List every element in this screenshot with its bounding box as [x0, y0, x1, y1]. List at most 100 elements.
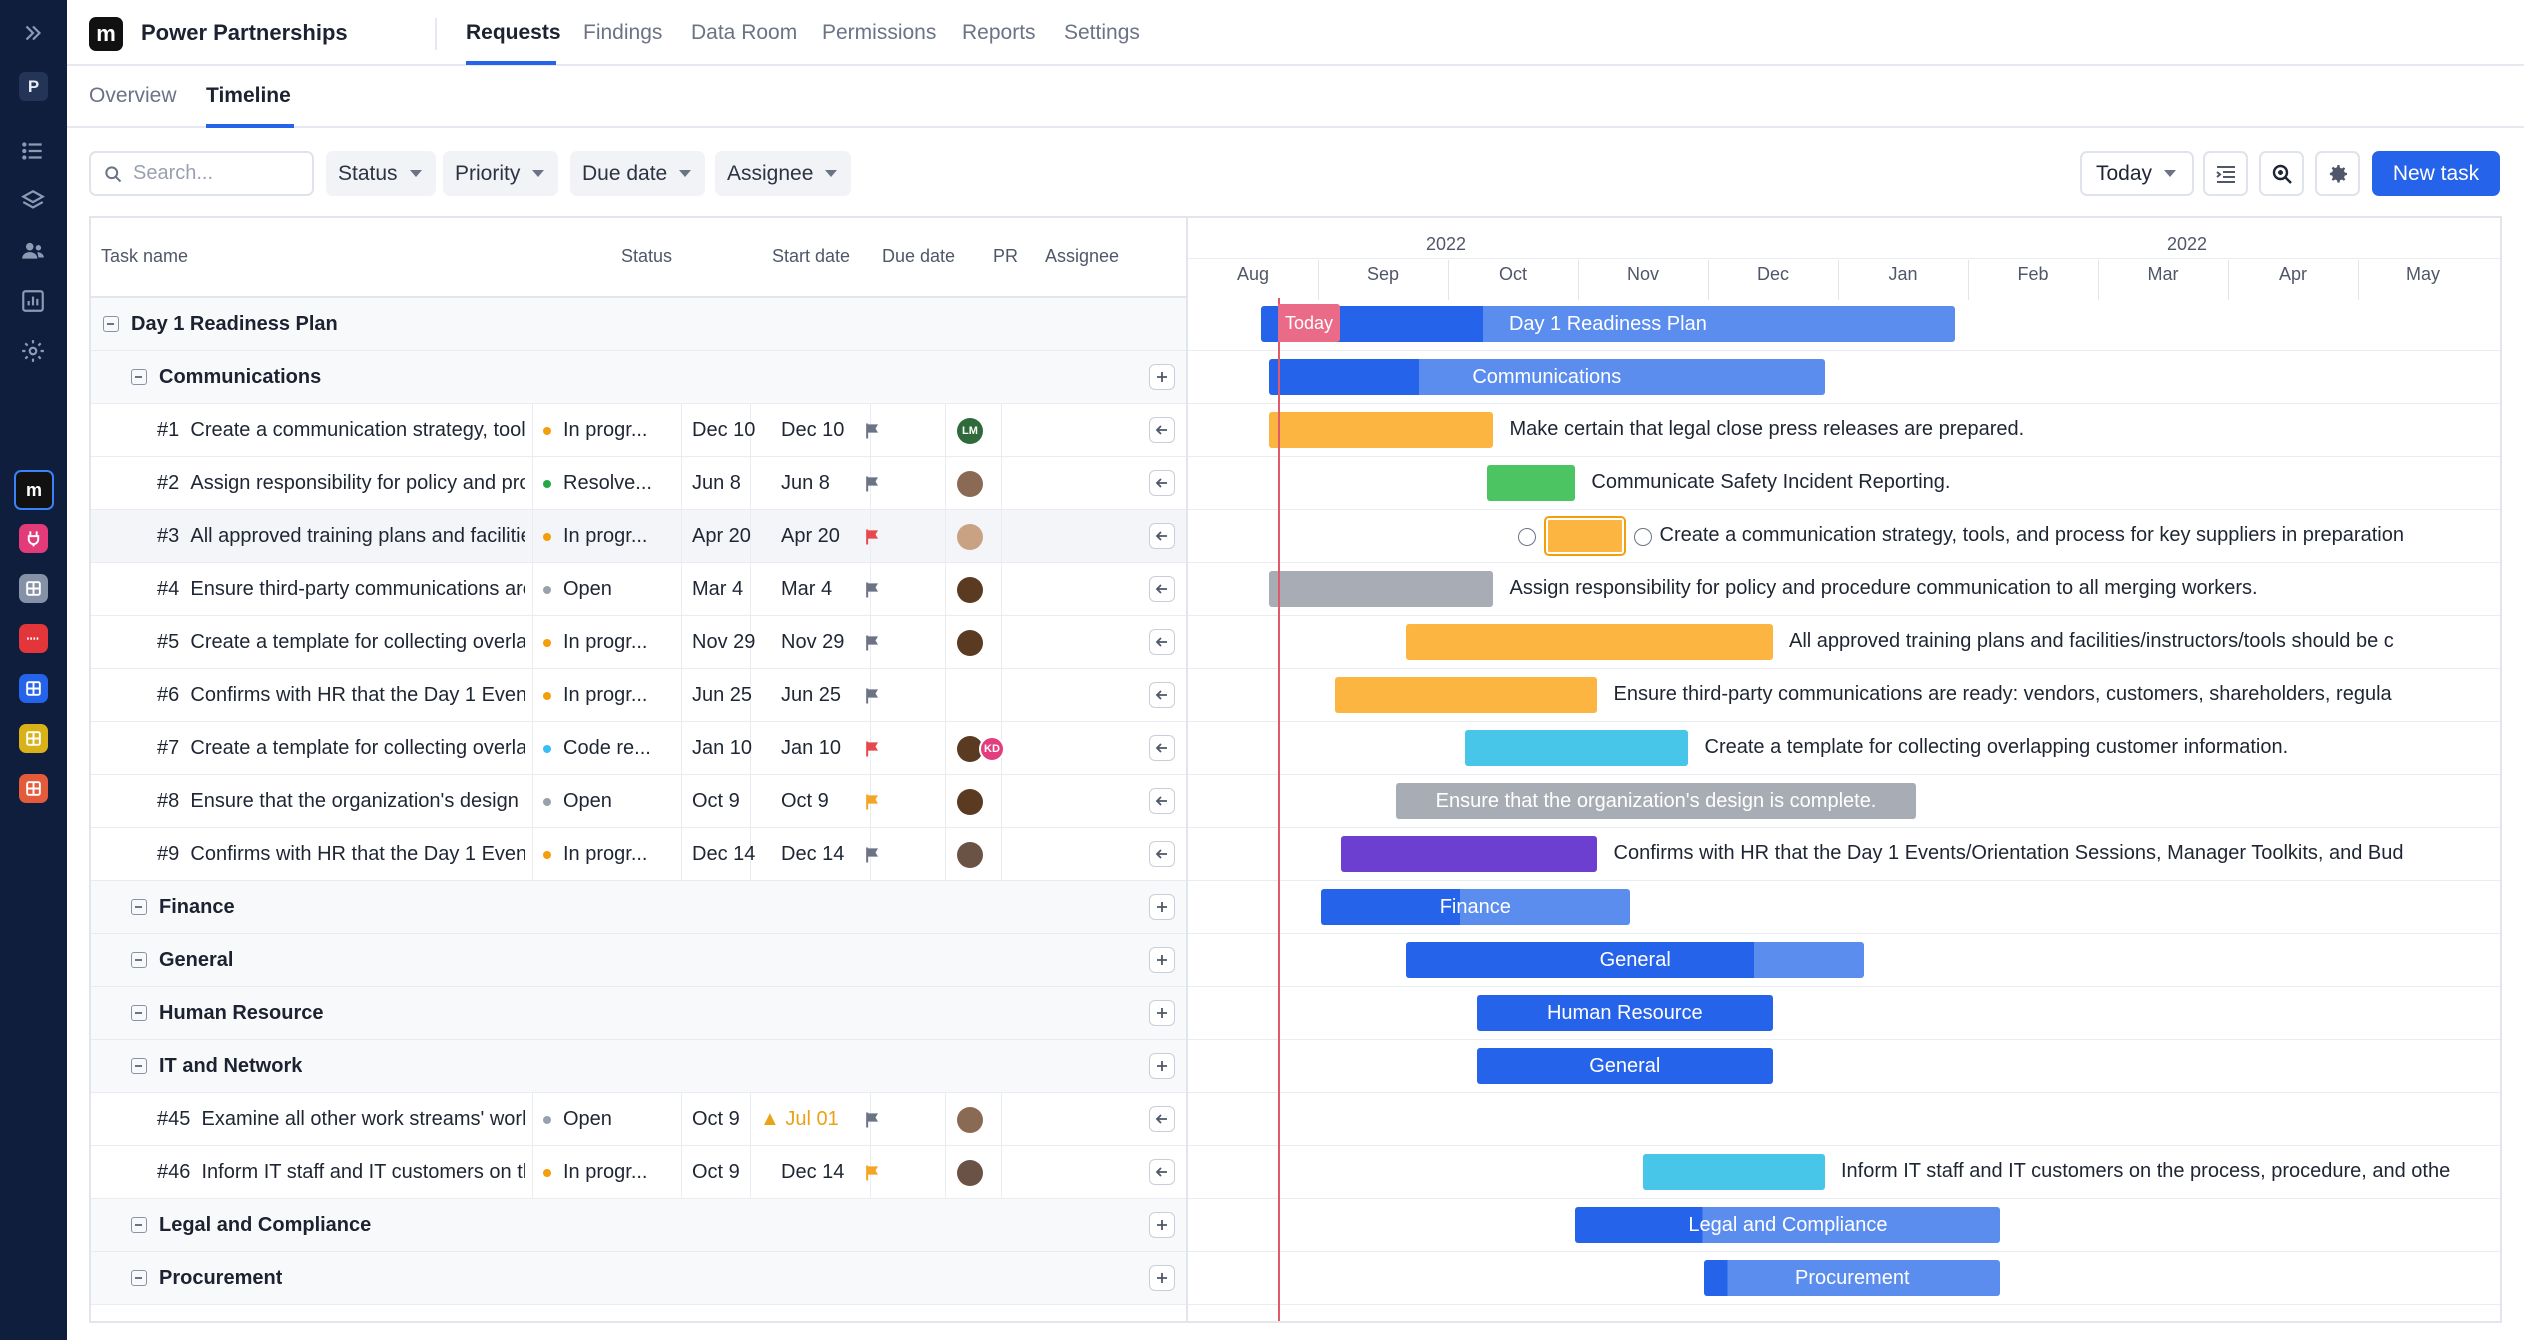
layers-icon[interactable] [16, 184, 50, 218]
task-row[interactable]: #9 Confirms with HR that the Day 1 Event… [91, 828, 1186, 881]
task-name[interactable]: Ensure third-party communications are re… [190, 578, 525, 600]
priority-flag-icon[interactable] [863, 421, 883, 441]
app-switch-blue-icon[interactable] [19, 674, 48, 703]
status-label[interactable]: In progr... [563, 631, 648, 653]
priority-flag-icon[interactable] [863, 1110, 883, 1130]
gantt-bar[interactable]: General [1406, 942, 1864, 978]
gantt-bar[interactable] [1334, 677, 1598, 713]
group-row[interactable]: Finance [91, 881, 1186, 934]
add-task-button[interactable] [1149, 947, 1175, 973]
assignee-avatar[interactable] [957, 470, 983, 497]
add-task-button[interactable] [1149, 1053, 1175, 1079]
workspace-avatar[interactable]: P [19, 72, 48, 101]
tab-requests[interactable]: Requests [466, 21, 561, 44]
col-status[interactable]: Status [621, 246, 673, 266]
task-row[interactable]: #1 Create a communication strategy, tool… [91, 404, 1186, 457]
tab-overview[interactable]: Overview [89, 84, 177, 107]
status-label[interactable]: In progr... [563, 1161, 648, 1183]
task-name[interactable]: Confirms with HR that the Day 1 Events/O… [190, 684, 525, 706]
gantt-bar[interactable] [1643, 1154, 1825, 1190]
due-date[interactable]: Dec 14 [781, 1161, 845, 1183]
zoom-button[interactable] [2259, 151, 2304, 196]
collapse-toggle-icon[interactable] [131, 1058, 147, 1074]
collapse-toggle-icon[interactable] [131, 1217, 147, 1233]
start-date[interactable]: Oct 9 [692, 1161, 740, 1183]
task-name[interactable]: Ensure that the organization's design is… [190, 790, 525, 812]
priority-flag-icon[interactable] [863, 633, 883, 653]
status-label[interactable]: Open [563, 1108, 612, 1130]
add-task-button[interactable] [1149, 894, 1175, 920]
assignee-avatar[interactable] [957, 1159, 983, 1186]
add-task-button[interactable] [1149, 364, 1175, 390]
assignee-avatar[interactable] [957, 735, 983, 762]
task-row[interactable]: #3 All approved training plans and facil… [91, 510, 1186, 563]
add-task-button[interactable] [1149, 1265, 1175, 1291]
start-date[interactable]: Jun 25 [692, 684, 753, 706]
assignee-avatar[interactable] [957, 1106, 983, 1133]
add-task-button[interactable] [1149, 1000, 1175, 1026]
collapse-toggle-icon[interactable] [131, 952, 147, 968]
gantt-bar[interactable]: Legal and Compliance [1575, 1207, 2001, 1243]
col-due-date[interactable]: Due date [882, 246, 956, 266]
tab-permissions[interactable]: Permissions [822, 21, 937, 44]
gantt-bar[interactable]: Finance [1320, 889, 1630, 925]
due-date[interactable]: Dec 10 [781, 419, 845, 441]
tab-timeline[interactable]: Timeline [206, 84, 291, 107]
task-row[interactable]: #45 Examine all other work streams' work… [91, 1093, 1186, 1146]
assignee-avatar[interactable] [957, 576, 983, 603]
group-row[interactable]: Day 1 Readiness Plan [91, 298, 1186, 351]
filter-due-date[interactable]: Due date [570, 151, 706, 196]
scroll-to-bar-button[interactable] [1149, 1159, 1175, 1185]
task-row[interactable]: #5 Create a template for collecting over… [91, 616, 1186, 669]
assignee-avatar[interactable] [957, 788, 983, 815]
outline-toggle-button[interactable] [2203, 151, 2248, 196]
start-date[interactable]: Oct 9 [692, 790, 740, 812]
link-handle-left[interactable] [1517, 528, 1536, 546]
due-date[interactable]: Jun 25 [781, 684, 842, 706]
task-row[interactable]: #6 Confirms with HR that the Day 1 Event… [91, 669, 1186, 722]
due-date[interactable]: Jan 10 [781, 737, 842, 759]
due-date[interactable]: Jul 01 [785, 1108, 839, 1130]
status-label[interactable]: In progr... [563, 684, 648, 706]
gantt-bar[interactable] [1268, 412, 1494, 448]
status-label[interactable]: In progr... [563, 419, 648, 441]
reports-icon[interactable] [16, 284, 50, 318]
group-row[interactable]: Human Resource [91, 987, 1186, 1040]
due-date[interactable]: Mar 4 [781, 578, 833, 600]
start-date[interactable]: Apr 20 [692, 525, 751, 547]
priority-flag-icon[interactable] [863, 739, 883, 759]
gantt-bar[interactable] [1487, 465, 1576, 501]
scroll-to-bar-button[interactable] [1149, 576, 1175, 602]
app-switch-stripe-icon[interactable] [19, 624, 48, 653]
users-icon[interactable] [16, 234, 50, 268]
filter-priority[interactable]: Priority [443, 151, 559, 196]
collapse-toggle-icon[interactable] [103, 316, 119, 332]
list-icon[interactable] [16, 134, 50, 168]
start-date[interactable]: Oct 9 [692, 1108, 740, 1130]
tab-settings[interactable]: Settings [1064, 21, 1140, 44]
app-switch-orange-icon[interactable] [19, 774, 48, 803]
scroll-to-bar-button[interactable] [1149, 735, 1175, 761]
assignee-avatar[interactable] [957, 629, 983, 656]
col-task-name[interactable]: Task name [101, 246, 189, 266]
expand-sidebar-icon[interactable] [16, 16, 50, 50]
task-name[interactable]: Assign responsibility for policy and pro… [190, 472, 525, 494]
group-row[interactable]: Communications [91, 351, 1186, 404]
group-row[interactable]: IT and Network [91, 1040, 1186, 1093]
scroll-to-bar-button[interactable] [1149, 523, 1175, 549]
priority-flag-icon[interactable] [863, 792, 883, 812]
gantt-bar[interactable] [1341, 836, 1598, 872]
due-date[interactable]: Oct 9 [781, 790, 829, 812]
start-date[interactable]: Dec 14 [692, 843, 756, 865]
start-date[interactable]: Jan 10 [692, 737, 753, 759]
settings-gear-icon[interactable] [16, 334, 50, 368]
task-row[interactable]: #8 Ensure that the organization's design… [91, 775, 1186, 828]
collapse-toggle-icon[interactable] [131, 1270, 147, 1286]
app-logo[interactable]: m [89, 17, 123, 51]
tab-findings[interactable]: Findings [583, 21, 663, 44]
scroll-to-bar-button[interactable] [1149, 788, 1175, 814]
due-date[interactable]: Nov 29 [781, 631, 845, 653]
group-row[interactable]: Legal and Compliance [91, 1199, 1186, 1252]
start-date[interactable]: Jun 8 [692, 472, 741, 494]
filter-status[interactable]: Status [326, 151, 436, 196]
